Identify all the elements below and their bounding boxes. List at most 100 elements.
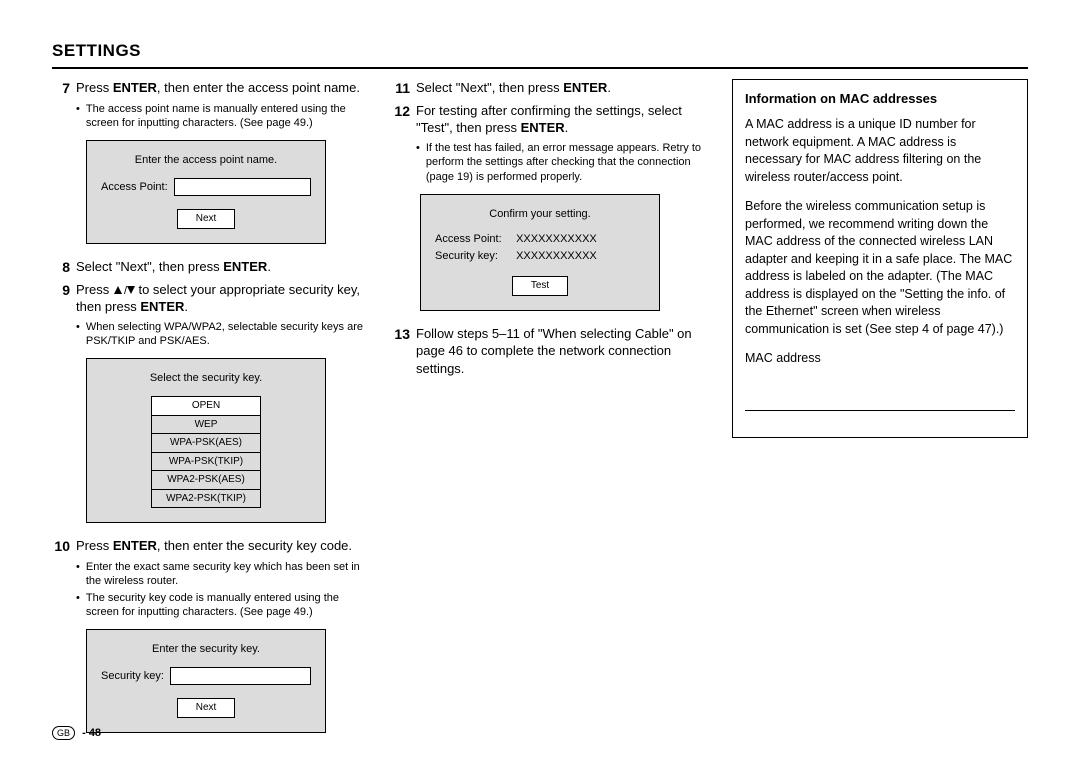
step-10: 10 Press ENTER, then enter the security … — [52, 537, 372, 556]
dialog-title: Enter the security key. — [101, 642, 311, 657]
dialog-access-point: Enter the access point name. Access Poin… — [86, 140, 326, 243]
step-body: Press ENTER, then enter the security key… — [76, 537, 372, 556]
mac-address-line — [745, 410, 1015, 411]
security-key-input[interactable] — [170, 667, 311, 685]
column-2: 11 Select "Next", then press ENTER. 12 F… — [392, 79, 712, 747]
confirm-label: Access Point: — [435, 232, 513, 247]
confirm-value: XXXXXXXXXXX — [516, 233, 597, 245]
step-number: 7 — [52, 79, 76, 98]
step-body: Select "Next", then press ENTER. — [76, 258, 372, 277]
bold-text: ENTER — [113, 80, 157, 95]
step-11: 11 Select "Next", then press ENTER. — [392, 79, 712, 98]
step-number: 11 — [392, 79, 416, 98]
bullet: The security key code is manually entere… — [76, 591, 372, 620]
step-12: 12 For testing after confirming the sett… — [392, 102, 712, 137]
bold-text: ENTER — [521, 120, 565, 135]
text: , then enter the security key code. — [157, 538, 352, 553]
page-number: 48 — [89, 727, 101, 739]
bullet-text: Enter the exact same security key which … — [86, 560, 372, 589]
footer-sep: - — [82, 727, 89, 739]
mac-address-label: MAC address — [745, 350, 1015, 368]
security-option[interactable]: OPEN — [151, 396, 261, 416]
step-body: Follow steps 5–11 of "When selecting Cab… — [416, 325, 712, 378]
bullet: If the test has failed, an error message… — [416, 141, 712, 184]
step-9: 9 Press / to select your appropriate sec… — [52, 281, 372, 316]
column-1: 7 Press ENTER, then enter the access poi… — [52, 79, 372, 747]
text: , then enter the access point name. — [157, 80, 360, 95]
field-label: Access Point: — [101, 180, 168, 195]
step-body: Press ENTER, then enter the access point… — [76, 79, 372, 98]
step-7: 7 Press ENTER, then enter the access poi… — [52, 79, 372, 98]
bullet: When selecting WPA/WPA2, selectable secu… — [76, 320, 372, 349]
confirm-row: Access Point: XXXXXXXXXXX — [435, 232, 645, 247]
step-body: Select "Next", then press ENTER. — [416, 79, 712, 98]
dialog-title: Confirm your setting. — [435, 207, 645, 222]
step-13: 13 Follow steps 5–11 of "When selecting … — [392, 325, 712, 378]
step-body: Press / to select your appropriate secur… — [76, 281, 372, 316]
text: . — [267, 259, 271, 274]
security-options-list: OPEN WEP WPA-PSK(AES) WPA-PSK(TKIP) WPA2… — [151, 396, 261, 508]
dialog-security-key-enter: Enter the security key. Security key: Ne… — [86, 629, 326, 732]
security-option[interactable]: WPA-PSK(TKIP) — [151, 453, 261, 472]
region-badge: GB — [52, 726, 75, 740]
dialog-security-key-select: Select the security key. OPEN WEP WPA-PS… — [86, 358, 326, 523]
bold-text: ENTER — [563, 80, 607, 95]
next-button[interactable]: Next — [177, 698, 236, 718]
bold-text: ENTER — [113, 538, 157, 553]
confirm-row: Security key: XXXXXXXXXXX — [435, 249, 645, 264]
page-footer: GB - 48 — [52, 726, 101, 741]
step-8: 8 Select "Next", then press ENTER. — [52, 258, 372, 277]
page: SETTINGS 7 Press ENTER, then enter the a… — [0, 0, 1080, 747]
content-columns: 7 Press ENTER, then enter the access poi… — [52, 79, 1028, 747]
bullet-text: The security key code is manually entere… — [86, 591, 372, 620]
step-number: 12 — [392, 102, 416, 137]
text: . — [565, 120, 569, 135]
bullet-text: The access point name is manually entere… — [86, 102, 372, 131]
text: Follow steps 5–11 of "When selecting Cab… — [416, 326, 692, 376]
bold-text: ENTER — [140, 299, 184, 314]
step-number: 13 — [392, 325, 416, 378]
security-option[interactable]: WEP — [151, 416, 261, 435]
text: . — [607, 80, 611, 95]
info-title: Information on MAC addresses — [745, 90, 1015, 108]
dialog-title: Select the security key. — [101, 371, 311, 386]
dialog-buttons: Next — [101, 208, 311, 229]
text: Select "Next", then press — [76, 259, 223, 274]
bullet-text: If the test has failed, an error message… — [426, 141, 712, 184]
access-point-input[interactable] — [174, 178, 311, 196]
info-paragraph: Before the wireless communication setup … — [745, 198, 1015, 338]
bullet-text: When selecting WPA/WPA2, selectable secu… — [86, 320, 372, 349]
security-option[interactable]: WPA2-PSK(AES) — [151, 471, 261, 490]
dialog-buttons: Next — [101, 697, 311, 718]
info-paragraph: A MAC address is a unique ID number for … — [745, 116, 1015, 186]
dialog-title: Enter the access point name. — [101, 153, 311, 168]
security-option[interactable]: WPA-PSK(AES) — [151, 434, 261, 453]
security-option[interactable]: WPA2-PSK(TKIP) — [151, 490, 261, 509]
bullet: The access point name is manually entere… — [76, 102, 372, 131]
text: Press — [76, 282, 113, 297]
field-label: Security key: — [101, 669, 164, 684]
info-box-mac-addresses: Information on MAC addresses A MAC addre… — [732, 79, 1028, 438]
up-down-arrows-icon: / — [113, 282, 135, 297]
text: Press — [76, 538, 113, 553]
test-button[interactable]: Test — [512, 276, 568, 296]
column-3: Information on MAC addresses A MAC addre… — [732, 79, 1028, 747]
dialog-buttons: Test — [435, 275, 645, 296]
dialog-row: Security key: — [101, 667, 311, 685]
text: Select "Next", then press — [416, 80, 563, 95]
dialog-confirm: Confirm your setting. Access Point: XXXX… — [420, 194, 660, 311]
bullet: Enter the exact same security key which … — [76, 560, 372, 589]
confirm-label: Security key: — [435, 249, 513, 264]
confirm-value: XXXXXXXXXXX — [516, 250, 597, 262]
text: . — [184, 299, 188, 314]
heading-rule — [52, 67, 1028, 69]
next-button[interactable]: Next — [177, 209, 236, 229]
step-body: For testing after confirming the setting… — [416, 102, 712, 137]
dialog-row: Access Point: — [101, 178, 311, 196]
text: Press — [76, 80, 113, 95]
page-heading: SETTINGS — [52, 40, 1028, 63]
step-number: 8 — [52, 258, 76, 277]
step-number: 9 — [52, 281, 76, 316]
bold-text: ENTER — [223, 259, 267, 274]
step-number: 10 — [52, 537, 76, 556]
